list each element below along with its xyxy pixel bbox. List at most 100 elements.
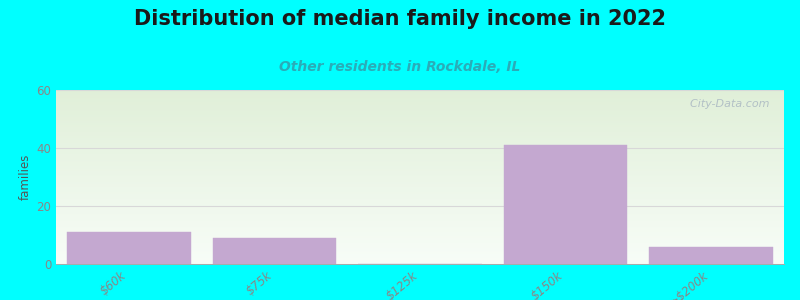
Bar xyxy=(56,103,784,104)
Bar xyxy=(56,263,784,264)
Bar xyxy=(56,239,784,240)
Bar xyxy=(56,259,784,260)
Bar xyxy=(56,251,784,252)
Bar xyxy=(56,195,784,196)
Bar xyxy=(56,231,784,232)
Bar xyxy=(504,145,627,264)
Bar xyxy=(56,143,784,144)
Bar xyxy=(56,97,784,98)
Bar xyxy=(56,207,784,208)
Bar xyxy=(56,149,784,150)
Bar xyxy=(56,123,784,124)
Bar xyxy=(56,253,784,254)
Bar xyxy=(56,166,784,167)
Bar xyxy=(56,96,784,97)
Bar xyxy=(56,202,784,203)
Bar xyxy=(56,131,784,132)
Bar xyxy=(56,247,784,248)
Bar xyxy=(56,107,784,108)
Bar xyxy=(56,162,784,163)
Bar xyxy=(56,181,784,182)
Bar xyxy=(56,118,784,119)
Bar xyxy=(56,220,784,221)
Bar xyxy=(56,156,784,157)
Bar xyxy=(56,217,784,218)
Bar xyxy=(56,161,784,162)
Bar xyxy=(56,235,784,236)
Bar xyxy=(56,170,784,171)
Bar xyxy=(56,165,784,166)
Bar xyxy=(56,213,784,214)
Bar xyxy=(56,230,784,231)
Bar xyxy=(56,226,784,227)
Bar xyxy=(56,132,784,133)
Bar xyxy=(56,112,784,113)
Bar xyxy=(56,236,784,237)
Bar xyxy=(56,200,784,201)
Bar xyxy=(56,179,784,180)
Bar xyxy=(56,172,784,173)
Bar xyxy=(56,240,784,241)
Bar xyxy=(56,250,784,251)
Bar xyxy=(56,237,784,238)
Bar xyxy=(56,120,784,121)
Bar xyxy=(56,186,784,187)
Bar xyxy=(56,116,784,117)
Bar xyxy=(56,147,784,148)
Bar xyxy=(56,214,784,215)
Bar xyxy=(56,151,784,152)
Bar xyxy=(56,152,784,153)
Bar xyxy=(56,216,784,217)
Bar xyxy=(56,219,784,220)
Bar xyxy=(56,229,784,230)
Bar xyxy=(56,100,784,101)
Bar xyxy=(56,218,784,219)
Bar xyxy=(56,93,784,94)
Bar xyxy=(56,137,784,138)
Bar xyxy=(56,157,784,158)
Bar xyxy=(56,104,784,105)
Bar xyxy=(56,182,784,183)
Bar xyxy=(56,204,784,205)
Bar xyxy=(56,262,784,263)
Bar xyxy=(56,212,784,213)
Bar xyxy=(56,91,784,92)
Bar xyxy=(56,119,784,120)
Bar xyxy=(56,159,784,160)
Bar xyxy=(56,192,784,193)
Bar xyxy=(56,198,784,199)
Text: Other residents in Rockdale, IL: Other residents in Rockdale, IL xyxy=(279,60,521,74)
Bar xyxy=(56,187,784,188)
Bar xyxy=(56,111,784,112)
Bar xyxy=(56,154,784,155)
Bar xyxy=(56,158,784,159)
Bar xyxy=(56,185,784,186)
Bar xyxy=(56,150,784,151)
Bar xyxy=(56,191,784,192)
Bar xyxy=(56,196,784,197)
Bar xyxy=(56,183,784,184)
Bar xyxy=(56,222,784,223)
Bar xyxy=(56,175,784,176)
Bar xyxy=(56,238,784,239)
Bar xyxy=(56,95,784,96)
Bar xyxy=(56,109,784,110)
Bar xyxy=(56,90,784,91)
Bar xyxy=(56,98,784,99)
Bar xyxy=(56,245,784,246)
Bar xyxy=(650,247,773,264)
Bar xyxy=(56,124,784,125)
Bar xyxy=(56,136,784,137)
Bar xyxy=(56,163,784,164)
Bar xyxy=(56,223,784,224)
Bar xyxy=(56,122,784,123)
Bar xyxy=(56,178,784,179)
Bar xyxy=(56,225,784,226)
Bar xyxy=(56,171,784,172)
Bar xyxy=(56,130,784,131)
Bar xyxy=(56,215,784,216)
Bar xyxy=(56,243,784,244)
Bar xyxy=(56,173,784,174)
Bar xyxy=(56,100,784,101)
Bar xyxy=(56,168,784,169)
